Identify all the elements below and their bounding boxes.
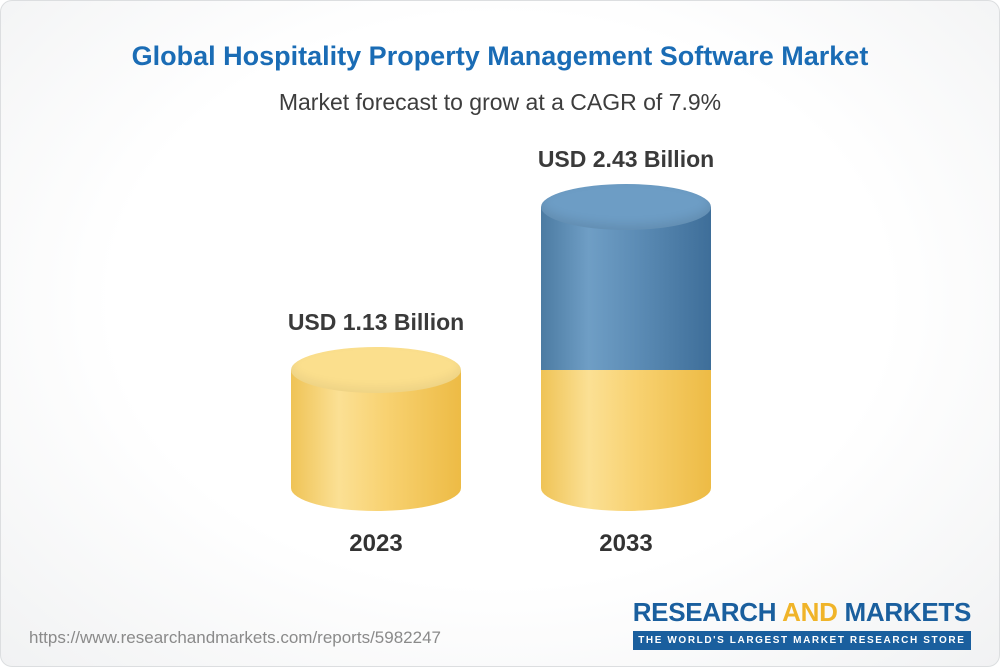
bar-2033-stack: [541, 184, 711, 511]
logo-word-and: AND: [782, 597, 838, 627]
bar-2033-growth-segment: [541, 184, 711, 370]
logo-word-markets: MARKETS: [844, 597, 972, 627]
bar-2023-cylinder: [291, 346, 461, 511]
cylinder-body: [541, 369, 711, 511]
logo-word-research: RESEARCH: [632, 597, 777, 627]
logo-wordmark: RESEARCH AND MARKETS: [632, 597, 972, 628]
bar-group-2033: USD 2.43 Billion 2033: [537, 146, 715, 561]
value-label-2033: USD 2.43 Billion: [537, 146, 715, 173]
research-and-markets-logo: RESEARCH AND MARKETS THE WORLD'S LARGEST…: [632, 597, 972, 650]
chart-title: Global Hospitality Property Management S…: [131, 41, 869, 71]
x-label-2033: 2033: [599, 530, 653, 557]
x-label-2023: 2023: [349, 530, 403, 557]
cylinder-body: [541, 207, 711, 370]
cylinder-top-ellipse: [291, 346, 461, 393]
cylinder-top-ellipse: [541, 184, 711, 231]
source-url[interactable]: https://www.researchandmarkets.com/repor…: [29, 628, 441, 647]
chart-subtitle: Market forecast to grow at a CAGR of 7.9…: [278, 89, 722, 115]
bar-2033-base-segment: [541, 369, 711, 511]
logo-tagline: THE WORLD'S LARGEST MARKET RESEARCH STOR…: [632, 631, 971, 650]
bar-group-2023: USD 1.13 Billion 2023: [287, 308, 465, 561]
value-label-2023: USD 1.13 Billion: [287, 308, 465, 335]
cylinder-body: [291, 369, 461, 511]
